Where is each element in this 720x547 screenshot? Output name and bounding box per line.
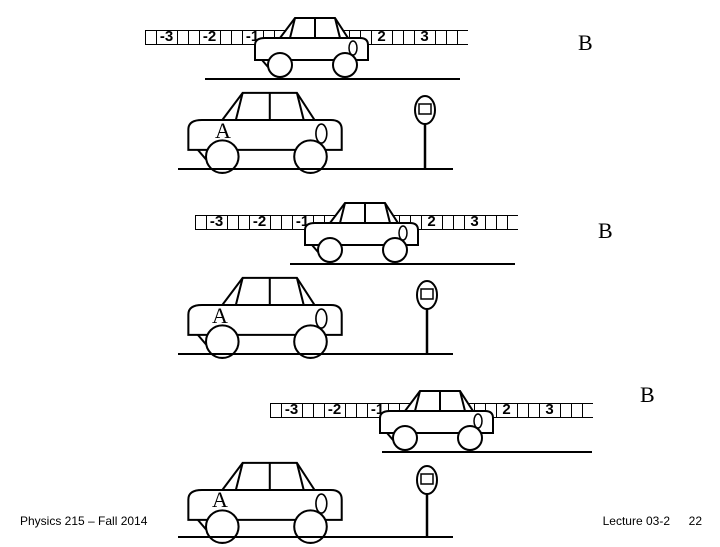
meter-3: [412, 465, 442, 540]
label-b-1: B: [578, 30, 593, 56]
ruler-label: 3: [470, 213, 478, 230]
label-b-2: B: [598, 218, 613, 244]
ruler-label: -2: [328, 401, 341, 418]
car-b-3: [365, 383, 505, 453]
ruler-label: -3: [285, 401, 298, 418]
ground-a-2: [178, 353, 453, 355]
car-a-2: [168, 267, 358, 362]
label-b-3: B: [640, 382, 655, 408]
car-a-3: [168, 452, 358, 547]
footer-page: 22: [689, 514, 702, 528]
ruler-label: -3: [210, 213, 223, 230]
ground-b-2: [290, 263, 515, 265]
car-b-1: [240, 10, 380, 80]
ground-a-1: [178, 168, 453, 170]
ground-b-3: [382, 451, 592, 453]
ruler-label: -3: [160, 28, 173, 45]
label-a-1: A: [215, 118, 231, 144]
footer-left: Physics 215 – Fall 2014: [20, 514, 147, 528]
car-a-1: [168, 82, 358, 177]
ruler-label: 3: [420, 28, 428, 45]
label-a-2: A: [212, 303, 228, 329]
ground-b-1: [205, 78, 460, 80]
ruler-label: 3: [545, 401, 553, 418]
label-a-3: A: [212, 487, 228, 513]
ruler-label: -2: [203, 28, 216, 45]
meter-1: [410, 95, 440, 170]
ruler-label: -2: [253, 213, 266, 230]
ground-a-3: [178, 536, 453, 538]
footer-right: Lecture 03-2: [603, 514, 670, 528]
meter-2: [412, 280, 442, 355]
car-b-2: [290, 195, 430, 265]
